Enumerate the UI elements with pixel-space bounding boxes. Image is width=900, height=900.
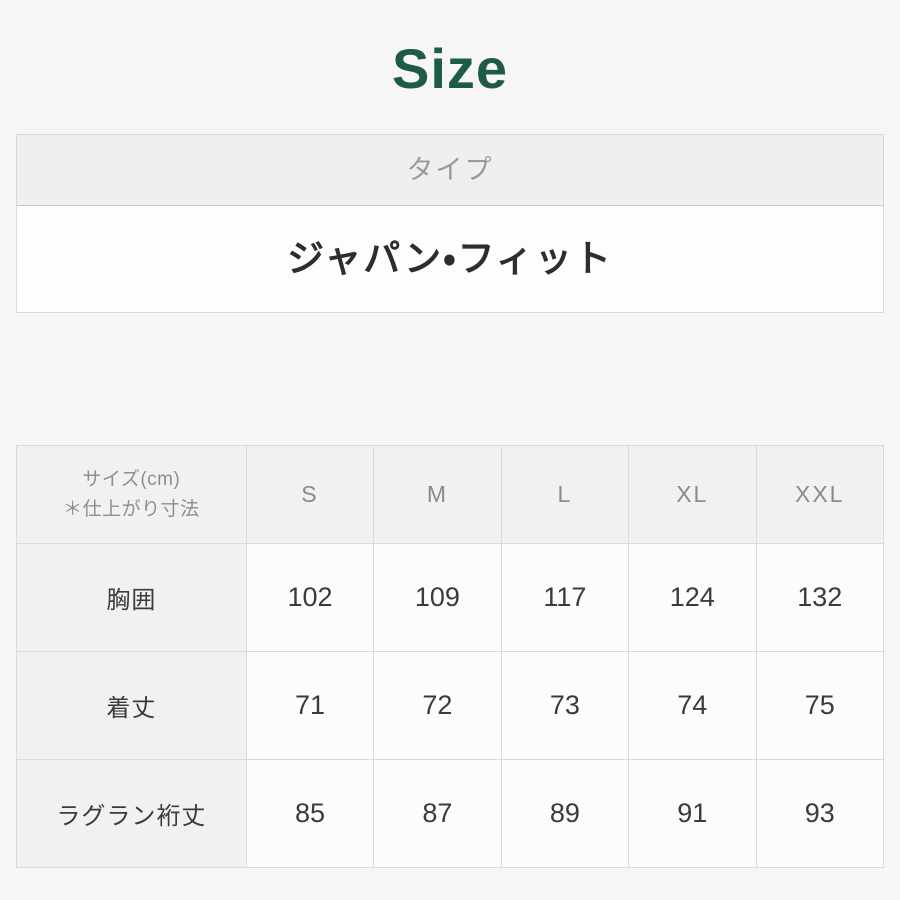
length-value-xl: 74	[628, 651, 757, 760]
table-row-length: 着丈 71 72 73 74 75	[16, 651, 884, 760]
raglan-sleeve-value-l: 89	[500, 759, 630, 868]
length-value-s: 71	[245, 651, 375, 760]
row-label-raglan-sleeve: ラグラン裄丈	[16, 759, 247, 868]
size-table-body: 胸囲 102 109 117 124 132 着丈 71 72 73 74 75…	[16, 543, 884, 868]
type-box: タイプ ジャパン・フィット	[16, 134, 884, 313]
chest-value-xl: 124	[628, 543, 757, 652]
size-table-header-row: サイズ(cm) ＊仕上がり寸法 S M L XL XXL	[16, 445, 884, 544]
size-table-container: サイズ(cm) ＊仕上がり寸法 S M L XL XXL 胸囲 102 109 …	[16, 445, 884, 868]
chest-value-l: 117	[500, 543, 630, 652]
finished-dimension-note: ＊仕上がり寸法	[63, 498, 200, 520]
size-unit-header: サイズ(cm) ＊仕上がり寸法	[16, 445, 247, 544]
length-value-m: 72	[373, 651, 502, 760]
type-box-value: ジャパン・フィット	[287, 238, 613, 279]
row-label-chest: 胸囲	[16, 543, 247, 652]
length-value-xxl: 75	[755, 651, 884, 760]
chest-value-m: 109	[373, 543, 502, 652]
page-title: Size	[391, 37, 509, 100]
chest-value-s: 102	[245, 543, 375, 652]
size-unit-label: サイズ(cm)	[82, 469, 181, 491]
raglan-sleeve-value-xxl: 93	[755, 759, 884, 868]
type-box-header: タイプ	[17, 135, 883, 206]
raglan-sleeve-value-m: 87	[373, 759, 502, 868]
length-value-l: 73	[500, 651, 630, 760]
column-header-xxl: XXL	[755, 445, 884, 544]
column-header-s: S	[245, 445, 375, 544]
size-table-header: サイズ(cm) ＊仕上がり寸法 S M L XL XXL	[16, 445, 884, 544]
raglan-sleeve-value-xl: 91	[628, 759, 757, 868]
chest-value-xxl: 132	[755, 543, 884, 652]
size-table: サイズ(cm) ＊仕上がり寸法 S M L XL XXL 胸囲 102 109 …	[16, 445, 884, 868]
table-row-chest: 胸囲 102 109 117 124 132	[16, 543, 884, 652]
column-header-l: L	[500, 445, 630, 544]
table-row-raglan-sleeve: ラグラン裄丈 85 87 89 91 93	[16, 759, 884, 868]
column-header-xl: XL	[628, 445, 757, 544]
column-header-m: M	[373, 445, 502, 544]
row-label-length: 着丈	[16, 651, 247, 760]
raglan-sleeve-value-s: 85	[245, 759, 375, 868]
